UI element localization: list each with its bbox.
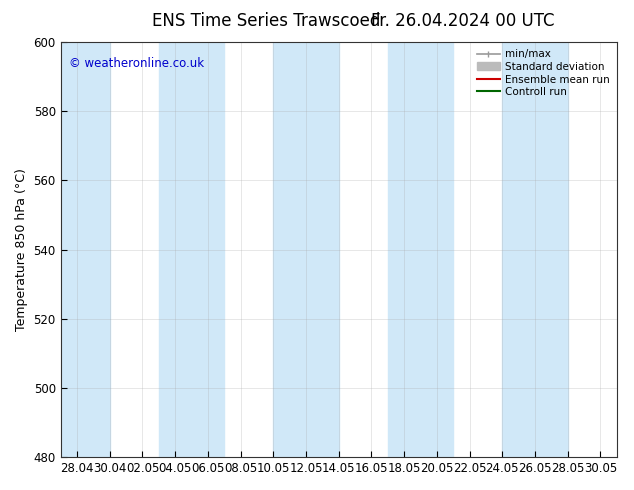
Legend: min/max, Standard deviation, Ensemble mean run, Controll run: min/max, Standard deviation, Ensemble me… bbox=[472, 45, 614, 101]
Bar bbox=[388, 42, 453, 457]
Bar bbox=[44, 42, 110, 457]
Text: ENS Time Series Trawscoed: ENS Time Series Trawscoed bbox=[152, 12, 380, 30]
Text: Fr. 26.04.2024 00 UTC: Fr. 26.04.2024 00 UTC bbox=[371, 12, 555, 30]
Bar bbox=[273, 42, 339, 457]
Bar bbox=[502, 42, 568, 457]
Y-axis label: Temperature 850 hPa (°C): Temperature 850 hPa (°C) bbox=[15, 168, 28, 331]
Text: © weatheronline.co.uk: © weatheronline.co.uk bbox=[69, 56, 204, 70]
Bar bbox=[158, 42, 224, 457]
